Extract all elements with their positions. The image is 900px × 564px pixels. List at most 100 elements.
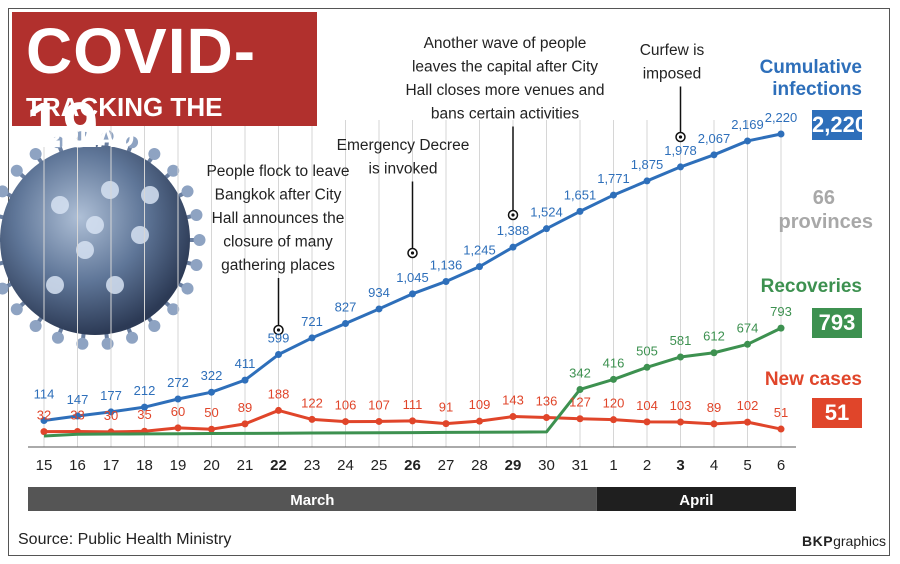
data-label-new_cases: 122: [301, 395, 323, 410]
x-tick-label: 2: [643, 457, 651, 474]
x-tick-label: 28: [471, 457, 488, 474]
data-point: [476, 263, 483, 271]
annotation-text: Hall announces the: [212, 210, 345, 227]
credit-brand: BKP: [802, 533, 834, 549]
data-label-new_cases: 120: [603, 396, 625, 411]
annotation-text: Another wave of people: [424, 35, 587, 52]
data-point: [610, 375, 617, 383]
x-tick-label: 16: [69, 457, 86, 474]
data-label-cumulative: 272: [167, 375, 189, 390]
annotation-text: bans certain activities: [431, 106, 579, 123]
virus-spike-tip: [190, 208, 203, 221]
annotation-text: is invoked: [369, 161, 438, 178]
virus-spike-tip: [29, 147, 42, 160]
x-tick-label: 17: [103, 457, 120, 474]
x-tick-label: 31: [572, 457, 589, 474]
data-point: [74, 412, 81, 420]
x-tick-label: 5: [743, 457, 751, 474]
virus-spike-tip: [167, 164, 180, 177]
data-label-new_cases: 91: [439, 400, 453, 415]
data-point: [40, 428, 48, 436]
data-point: [40, 416, 48, 424]
virus-protein: [101, 181, 119, 199]
series-lines: [40, 130, 785, 438]
data-point: [375, 417, 383, 425]
data-point: [174, 424, 182, 432]
data-point: [777, 425, 785, 433]
data-point: [275, 351, 282, 359]
data-label-cumulative: 114: [34, 386, 55, 401]
data-label-new_cases: 50: [204, 405, 218, 420]
legend-provinces-count: 66: [812, 187, 835, 209]
data-point: [643, 177, 651, 185]
x-tick-label: 22: [270, 457, 287, 474]
data-label-new_cases: 127: [569, 395, 591, 410]
x-tick-label: 18: [136, 457, 153, 474]
data-label-new_cases: 35: [137, 407, 151, 422]
data-point: [777, 130, 785, 138]
data-point: [543, 225, 550, 233]
x-tick-label: 1: [609, 457, 617, 474]
x-tick-label: 6: [777, 457, 785, 474]
virus-protein: [131, 226, 149, 244]
data-point: [610, 416, 617, 424]
virus-spike-tip: [51, 331, 64, 344]
data-label-cumulative: 721: [301, 314, 323, 329]
source-note: Source: Public Health Ministry: [18, 531, 232, 548]
data-label-cumulative: 1,136: [430, 257, 463, 272]
virus-spike-tip: [181, 185, 194, 198]
data-point: [275, 406, 282, 414]
data-point: [543, 413, 550, 421]
data-point: [677, 353, 684, 361]
data-point: [208, 425, 215, 433]
data-label-cumulative: 1,245: [463, 243, 496, 258]
data-point: [174, 395, 182, 403]
data-point: [677, 418, 684, 426]
graphics-credit: BKPgraphics: [802, 533, 886, 549]
x-tick-label: 20: [203, 457, 220, 474]
data-label-new_cases: 32: [37, 408, 51, 423]
data-point: [610, 191, 617, 199]
data-point: [342, 319, 349, 327]
legend-new-cases-value: 51: [812, 398, 862, 428]
x-tick-label: 23: [304, 457, 321, 474]
data-label-new_cases: 33: [70, 408, 84, 423]
annotation-text: leaves the capital after City: [412, 59, 598, 76]
data-label-recoveries: 581: [670, 333, 692, 348]
chart-title: COVID-19: [26, 15, 256, 161]
virus-spike-tip: [0, 282, 9, 295]
series-recoveries: [43, 324, 785, 438]
data-point: [677, 163, 684, 171]
data-label-cumulative: 934: [368, 285, 390, 300]
virus-protein: [141, 186, 159, 204]
data-point: [643, 418, 651, 426]
data-label-new_cases: 188: [268, 386, 290, 401]
annotation-text: gathering places: [221, 257, 335, 274]
legend-cumulative-label: Cumulative infections: [700, 57, 862, 101]
virus-spike-tip: [167, 303, 180, 316]
data-label-new_cases: 60: [171, 404, 185, 419]
annotation-marker-dot: [276, 328, 281, 332]
data-label-new_cases: 106: [335, 398, 357, 413]
data-label-cumulative: 2,169: [731, 117, 764, 132]
month-bar-april: April: [596, 487, 796, 511]
data-label-new_cases: 102: [737, 398, 759, 413]
data-label-recoveries: 505: [636, 343, 658, 358]
data-label-cumulative: 1,524: [530, 205, 563, 220]
data-point: [308, 415, 316, 423]
month-bar-march: March: [28, 487, 597, 511]
data-label-new_cases: 89: [707, 400, 721, 415]
x-tick-label: 26: [404, 457, 421, 474]
legend-recoveries-value: 793: [812, 308, 862, 338]
data-label-cumulative: 322: [201, 368, 223, 383]
data-point: [141, 403, 148, 411]
month-label: April: [679, 492, 713, 509]
x-tick-label: 4: [710, 457, 718, 474]
virus-spike-tip: [181, 282, 194, 295]
legend-cumulative-label-line1: Cumulative: [759, 57, 862, 78]
month-bar: [28, 487, 597, 511]
data-label-cumulative: 2,220: [765, 110, 798, 125]
month-label: March: [290, 492, 334, 509]
data-label-new_cases: 111: [403, 397, 423, 412]
